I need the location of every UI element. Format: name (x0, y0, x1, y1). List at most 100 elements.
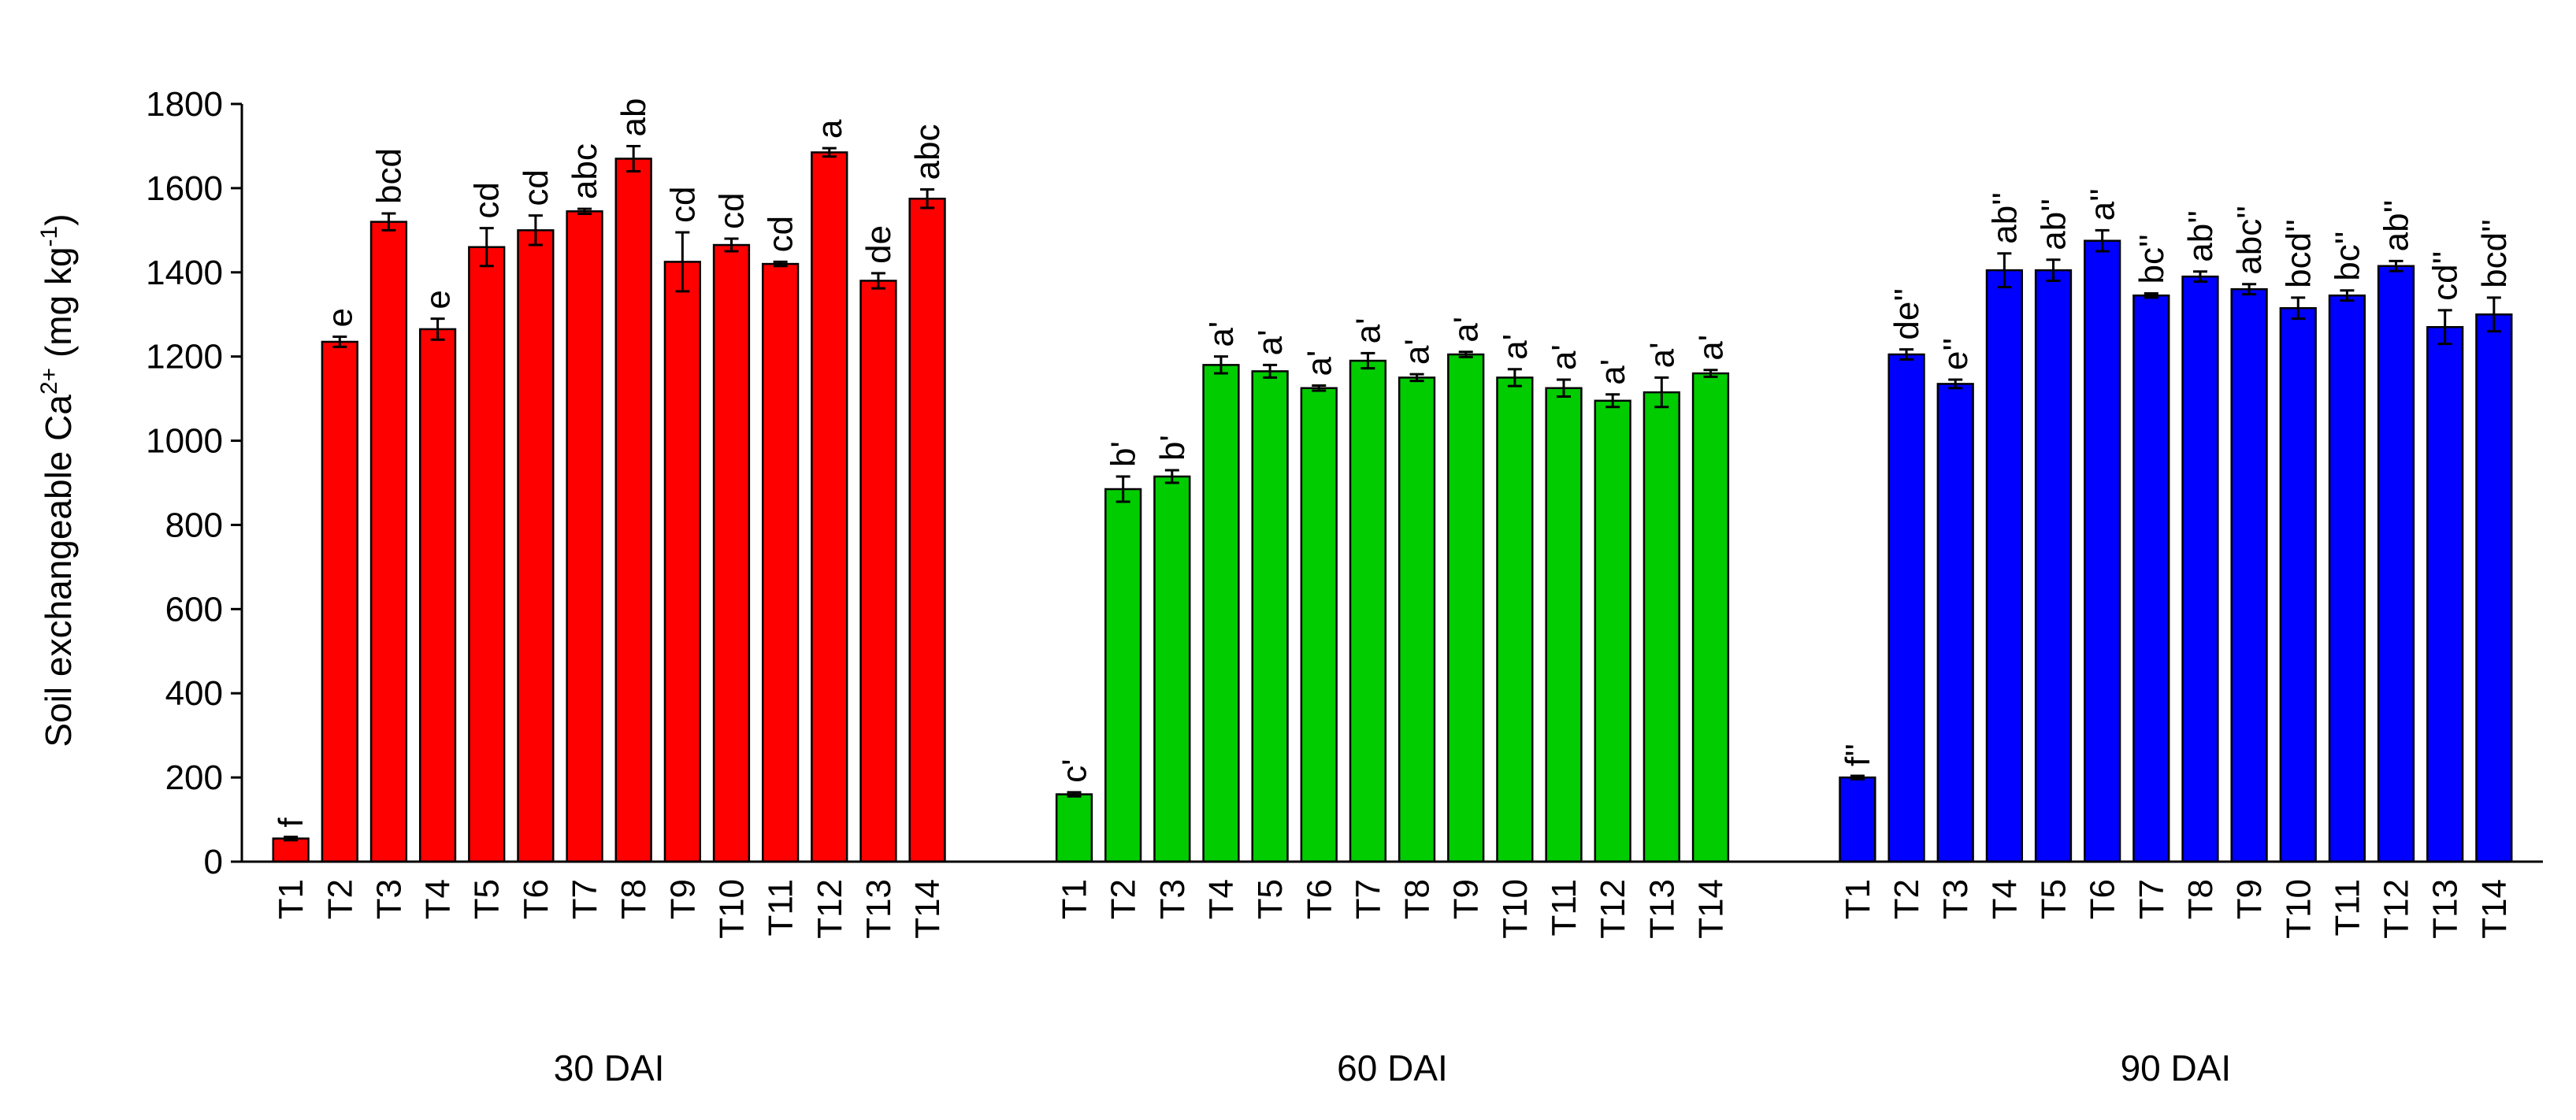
y-axis: 0 200 400 600 800 1000 1200 1400 1600 1800 (146, 85, 243, 881)
bar-value-label: abc (908, 124, 947, 180)
bar-value-label: de'' (1887, 288, 1926, 340)
x-tick-label: T7 (1349, 879, 1387, 919)
bar-value-label: cd (468, 182, 507, 218)
bar-value-label: de (859, 225, 898, 264)
bar-value-label: cd (517, 169, 555, 206)
x-tick-label: T13 (1642, 879, 1681, 939)
x-tick-label: T4 (419, 879, 458, 919)
bar (1936, 383, 1974, 863)
x-tick-label: T9 (2230, 879, 2269, 919)
bar (2084, 239, 2121, 863)
x-tick-label: T5 (468, 879, 507, 919)
x-tick-label: T11 (762, 879, 800, 936)
x-tick-label: T5 (2035, 879, 2073, 919)
bar-group-2: c' b' b' a' a' a' a' a' a' a' a' a' a' a' (1056, 317, 1730, 863)
bar (1545, 387, 1583, 863)
y-axis-title-prefix: Soil exchangeable Ca (38, 395, 79, 747)
bar (1594, 399, 1631, 863)
bar-value-label: cd'' (2426, 251, 2465, 301)
bar (566, 210, 603, 863)
y-tick-label: 1200 (146, 338, 223, 376)
bar (2132, 294, 2170, 863)
bar (2181, 275, 2219, 863)
x-tick-label: T7 (566, 879, 604, 919)
bar-value-label: f'' (1839, 744, 1877, 766)
x-tick-label: T14 (1691, 879, 1730, 939)
bar-value-label: a'' (2084, 188, 2122, 221)
bar (468, 246, 506, 863)
bar-value-label: a' (1398, 339, 1437, 365)
x-tick-label: T10 (1496, 879, 1535, 939)
bar-group-3: f'' de'' e'' ab'' ab'' a'' bc'' ab'' abc'' bcd'' b… (1839, 188, 2514, 863)
bar-value-label: a' (1251, 329, 1290, 355)
bar-value-label: ab'' (2181, 210, 2220, 262)
y-axis-title-middle: (mg kg (38, 247, 79, 367)
x-tick-label: T6 (1300, 879, 1338, 919)
y-tick-label: 0 (204, 843, 223, 881)
bar-value-label: a' (1202, 321, 1241, 347)
x-tick-label: T3 (1153, 879, 1192, 919)
bar-value-label: bcd'' (2475, 219, 2514, 288)
bar (369, 221, 408, 863)
bar (663, 261, 701, 863)
bar-value-label: abc (566, 143, 604, 199)
bar-value-label: b' (1104, 441, 1143, 467)
x-tick-label: T2 (1104, 879, 1143, 919)
x-tick-label: T1 (1056, 879, 1094, 919)
x-tick-label: T9 (1447, 879, 1486, 919)
x-tick-label: T8 (2181, 879, 2220, 919)
bar-value-label: abc'' (2230, 206, 2269, 275)
bar-value-label: b' (1153, 435, 1192, 461)
y-axis-title-sup1: 2+ (36, 368, 62, 395)
bar (1202, 364, 1240, 863)
x-tick-label: T11 (1545, 879, 1583, 936)
bar (2475, 313, 2513, 863)
y-tick-label: 1800 (146, 85, 223, 124)
bar (2328, 294, 2366, 863)
bar-value-label: a' (1496, 334, 1535, 360)
y-tick-label: 1600 (146, 169, 223, 208)
bar (712, 243, 751, 863)
x-tick-label: T2 (1887, 879, 1926, 919)
bar-value-label: a' (1349, 318, 1387, 344)
bar (1447, 353, 1485, 863)
x-tick-label: T12 (2377, 879, 2416, 939)
bar-value-label: ab (614, 98, 653, 136)
bar (1349, 359, 1387, 863)
y-tick-label: 1400 (146, 254, 223, 292)
bar-value-label: bcd (369, 148, 408, 204)
bar (1691, 372, 1730, 863)
bar-value-label: bc'' (2132, 234, 2171, 284)
bar-value-label: a' (1300, 350, 1338, 376)
bar (2377, 265, 2415, 863)
bar-value-label: e (419, 290, 458, 309)
bar (1300, 387, 1338, 863)
group-label: 60 DAI (1337, 1048, 1448, 1088)
bar-value-label: f (272, 817, 310, 827)
x-tick-label: T3 (369, 879, 408, 919)
bar (1887, 353, 1925, 863)
bar-value-label: bcd'' (2279, 219, 2318, 288)
x-tick-label: T13 (2426, 879, 2465, 939)
bar (1642, 391, 1680, 863)
bar (1397, 376, 1436, 863)
bar-value-label: a' (1691, 335, 1730, 361)
x-tick-label: T11 (2328, 879, 2366, 936)
bar (1104, 488, 1142, 863)
x-tick-label: T12 (811, 879, 849, 939)
y-tick-label: 600 (165, 590, 223, 629)
y-axis-title-sup2: -1 (36, 226, 62, 247)
x-tick-label: T9 (663, 879, 702, 919)
x-tick-label: T4 (1985, 879, 2024, 919)
x-tick-label: T4 (1202, 879, 1241, 919)
x-tick-label: T14 (908, 879, 947, 939)
bar (859, 280, 897, 863)
x-tick-label: T13 (859, 879, 898, 939)
bar (762, 262, 800, 863)
bar-value-label: a' (1594, 359, 1632, 385)
y-tick-label: 200 (165, 758, 223, 797)
x-tick-label: T3 (1936, 879, 1975, 919)
